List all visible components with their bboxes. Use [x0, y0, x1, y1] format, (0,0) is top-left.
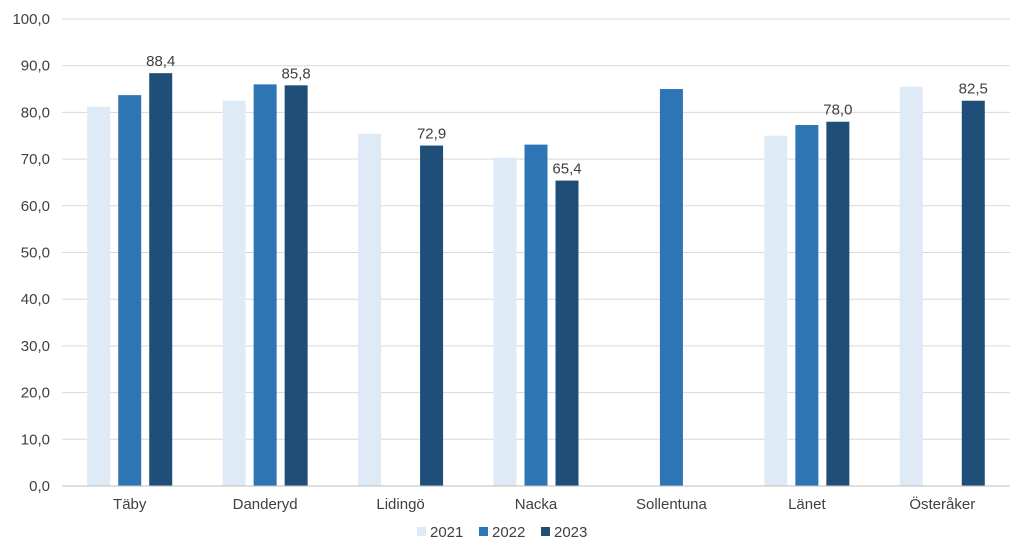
- legend-label: 2023: [554, 524, 587, 541]
- bar-2021: [764, 135, 788, 486]
- data-label: 65,4: [552, 161, 581, 178]
- data-labels: 88,4 85,8 72,9 65,4 78,0 82,5: [146, 53, 988, 177]
- bar-2022: [118, 95, 142, 486]
- bar-2021: [493, 157, 517, 486]
- data-label: 78,0: [823, 102, 852, 119]
- x-tick-label: Länet: [788, 496, 826, 513]
- y-tick-label: 30,0: [21, 338, 50, 355]
- bar-2023: [826, 121, 850, 487]
- x-tick-label: Österåker: [909, 495, 975, 513]
- y-axis-tick-labels: 0,0 10,0 20,0 30,0 40,0 50,0 60,0 70,0 80,0 90,0 1…: [12, 11, 50, 495]
- y-tick-label: 50,0: [21, 245, 50, 262]
- bar-2021: [358, 133, 382, 486]
- legend: 2021 2022 2023: [417, 524, 587, 541]
- bar-2023: [149, 73, 173, 486]
- bar-2023: [555, 180, 579, 486]
- y-tick-label: 80,0: [21, 104, 50, 121]
- bar-2021: [87, 106, 111, 487]
- legend-swatch-2023: [541, 527, 550, 536]
- legend-swatch-2022: [479, 527, 488, 536]
- legend-label: 2021: [430, 524, 463, 541]
- data-label: 85,8: [282, 65, 311, 82]
- x-axis: Täby Danderyd Lidingö Nacka Sollentuna Länet Ö…: [62, 485, 1010, 513]
- bar-2021: [899, 86, 923, 486]
- x-tick-label: Danderyd: [233, 496, 298, 513]
- y-tick-label: 90,0: [21, 58, 50, 75]
- x-tick-label: Sollentuna: [636, 496, 708, 513]
- bars: [87, 73, 985, 487]
- legend-label: 2022: [492, 524, 525, 541]
- bar-2022: [524, 144, 548, 487]
- data-label: 88,4: [146, 53, 175, 70]
- legend-swatch-2021: [417, 527, 426, 536]
- bar-2023: [420, 145, 444, 486]
- x-tick-label: Nacka: [515, 496, 558, 513]
- y-tick-label: 40,0: [21, 291, 50, 308]
- y-tick-label: 20,0: [21, 385, 50, 402]
- bar-2023: [284, 85, 308, 487]
- y-tick-label: 60,0: [21, 198, 50, 215]
- bar-2022: [253, 84, 277, 486]
- data-label: 72,9: [417, 126, 446, 143]
- bar-2022: [795, 125, 819, 486]
- bar-2022: [659, 89, 683, 487]
- bar-2023: [961, 100, 985, 486]
- y-tick-label: 10,0: [21, 431, 50, 448]
- y-tick-label: 0,0: [29, 478, 50, 495]
- y-tick-label: 70,0: [21, 151, 50, 168]
- x-tick-label: Täby: [113, 496, 147, 513]
- y-tick-label: 100,0: [12, 11, 50, 28]
- bar-2021: [222, 100, 246, 486]
- x-tick-label: Lidingö: [376, 496, 424, 513]
- data-label: 82,5: [959, 81, 988, 98]
